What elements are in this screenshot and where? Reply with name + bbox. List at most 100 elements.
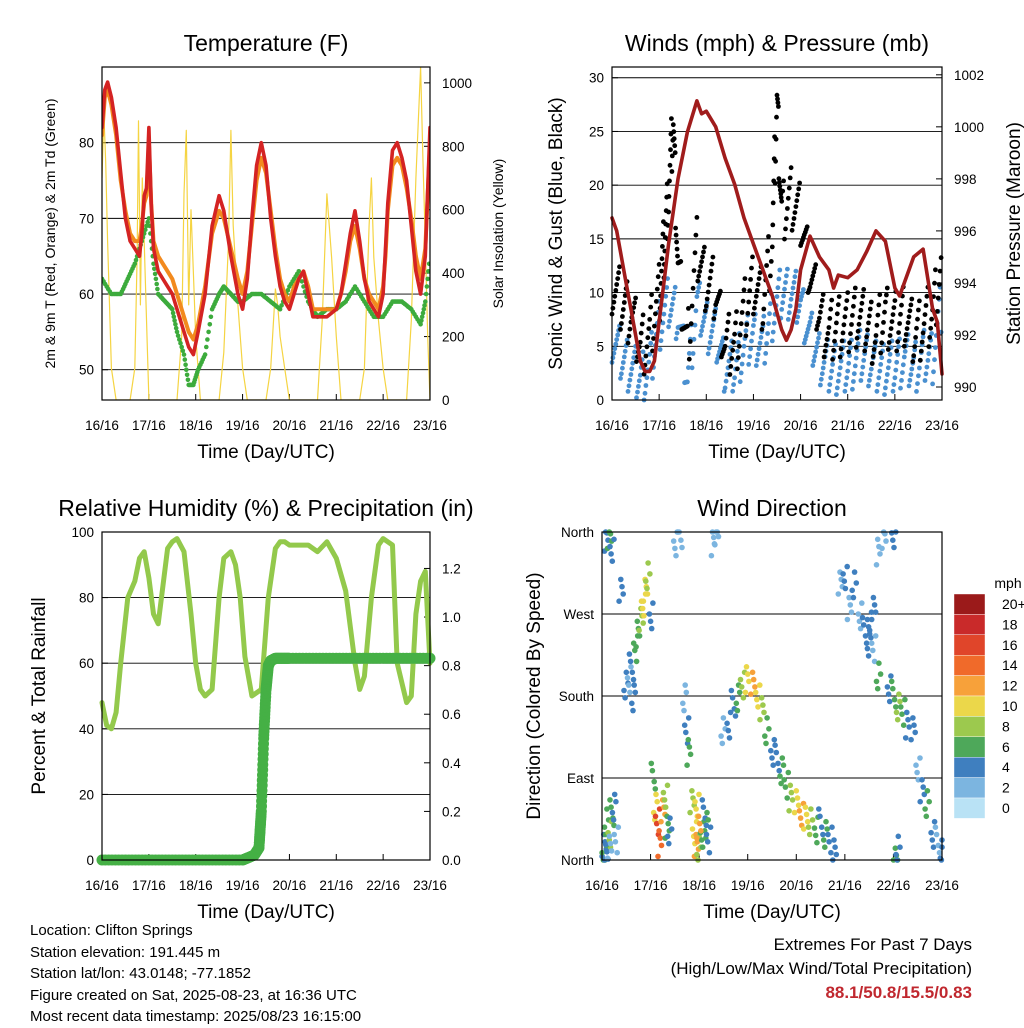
direction-point — [752, 689, 759, 696]
direction-point — [873, 678, 880, 685]
wind-point — [618, 376, 623, 381]
direction-point — [685, 715, 692, 721]
wind-point — [879, 355, 885, 361]
y2-tick-label: 1.2 — [442, 561, 461, 576]
direction-point — [696, 791, 702, 798]
wind-point — [782, 286, 787, 292]
wind-point — [902, 349, 908, 354]
wind-point — [877, 368, 883, 374]
y-tick-label: 40 — [79, 722, 94, 737]
wind-point — [886, 358, 892, 364]
direction-point — [655, 853, 661, 860]
wind-point — [668, 313, 673, 318]
wind-point — [674, 330, 680, 336]
gust-point — [779, 198, 785, 204]
direction-point — [625, 682, 632, 688]
wind-point — [864, 337, 869, 343]
wind-point — [860, 364, 866, 370]
gust-point — [703, 303, 709, 309]
wind-point — [699, 328, 704, 334]
gust-point — [867, 313, 872, 319]
wind-point — [649, 329, 654, 335]
y2-tick-label: 990 — [954, 380, 977, 395]
dewpoint-point — [172, 318, 177, 323]
y-tick-label: 60 — [79, 656, 94, 671]
gust-point — [821, 354, 827, 360]
gust-point — [872, 340, 878, 345]
gust-point — [671, 136, 677, 142]
gust-point — [690, 285, 696, 291]
gust-point — [891, 305, 897, 310]
direction-point — [604, 806, 610, 812]
wind-point — [627, 377, 633, 383]
direction-point — [848, 609, 855, 615]
direction-point — [779, 755, 786, 761]
gust-point — [756, 276, 762, 281]
wind-point — [924, 364, 930, 370]
gust-point — [757, 270, 763, 276]
gust-point — [919, 339, 925, 345]
gust-point — [791, 216, 797, 221]
legend-label: 16 — [1002, 637, 1018, 653]
legend-swatch — [953, 695, 986, 717]
wind-point — [768, 301, 773, 307]
gust-point — [898, 311, 903, 317]
gust-point — [857, 314, 863, 320]
gust-point — [871, 347, 877, 352]
wind-point — [613, 341, 619, 347]
gust-point — [668, 147, 673, 153]
wind-point — [756, 346, 762, 352]
dewpoint-point — [173, 322, 178, 327]
gust-point — [915, 316, 920, 322]
gust-point — [734, 309, 739, 314]
elevation-text: Station elevation: 191.445 m — [30, 943, 221, 961]
direction-point — [928, 829, 934, 836]
gust-point — [701, 249, 706, 255]
dewpoint-point — [418, 322, 423, 327]
gust-point — [625, 340, 631, 346]
wind-point — [630, 360, 636, 366]
x-tick-label: 20/16 — [784, 418, 818, 433]
x-tick-label: 23/16 — [925, 418, 959, 433]
direction-point — [653, 791, 659, 798]
wind-point — [766, 321, 771, 326]
direction-point — [902, 696, 908, 703]
direction-point — [812, 832, 819, 839]
legend-swatch — [953, 797, 986, 819]
direction-point — [744, 671, 751, 677]
wind-point — [788, 296, 794, 302]
direction-point — [627, 689, 633, 696]
direction-point — [781, 777, 787, 783]
wind-point — [779, 307, 785, 312]
wind-point — [818, 376, 824, 382]
dewpoint-point — [182, 357, 188, 362]
x-tick-label: 19/16 — [737, 418, 771, 433]
gust-point — [747, 288, 753, 294]
wind-point — [659, 329, 665, 335]
gust-point — [723, 335, 729, 341]
dewpoint-point — [180, 348, 186, 354]
gust-point — [808, 281, 814, 286]
y-axis-label: Direction (Colored By Speed) — [524, 572, 545, 819]
legend-label: 4 — [1002, 759, 1010, 775]
gust-point — [869, 361, 875, 366]
direction-point — [649, 767, 656, 774]
gust-point — [738, 321, 744, 327]
x-tick-label: 23/16 — [413, 418, 447, 433]
gust-point — [656, 262, 662, 267]
y-tick-label: 0 — [596, 393, 604, 408]
direction-point — [728, 687, 735, 694]
direction-point — [631, 682, 637, 688]
direction-point — [853, 580, 860, 586]
legend-swatch — [953, 593, 986, 615]
legend-label: 12 — [1002, 678, 1018, 694]
direction-point — [673, 552, 679, 559]
direction-point — [636, 627, 642, 634]
direction-point — [846, 594, 852, 601]
direction-point — [658, 818, 664, 825]
direction-point — [762, 733, 768, 739]
direction-point — [657, 835, 664, 841]
wind-point — [851, 371, 857, 377]
gust-point — [698, 264, 703, 269]
direction-point — [683, 729, 689, 736]
